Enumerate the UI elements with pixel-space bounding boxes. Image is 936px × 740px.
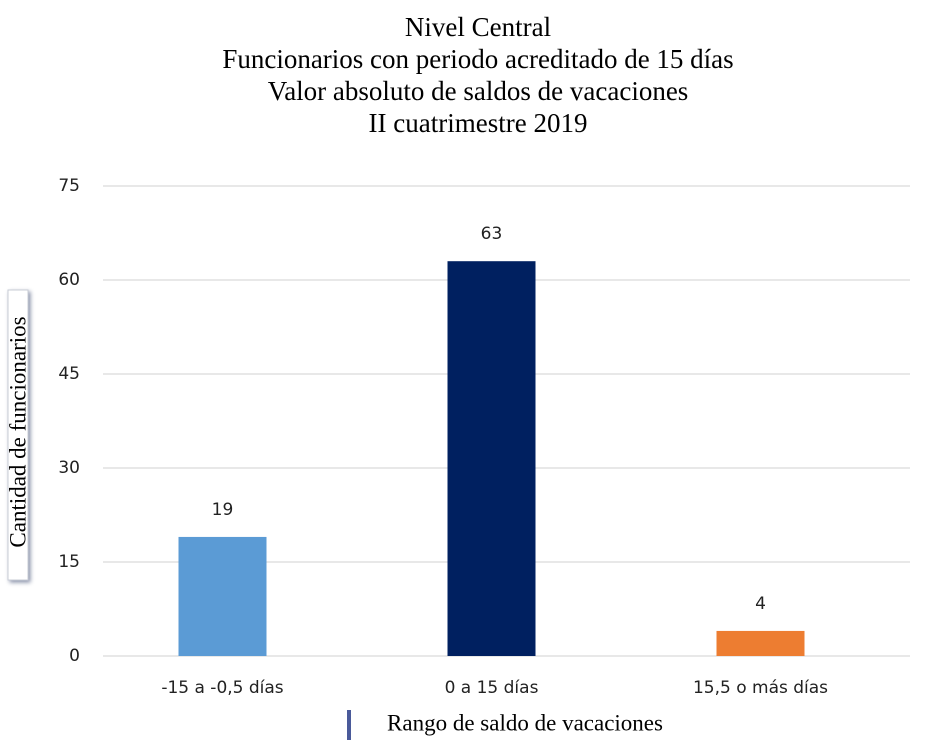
y-tick-label: 60 bbox=[58, 270, 80, 290]
data-label: 19 bbox=[212, 500, 234, 520]
y-tick-label: 15 bbox=[58, 552, 80, 572]
x-axis-label: Rango de saldo de vacaciones bbox=[387, 710, 663, 735]
bar bbox=[716, 630, 805, 656]
data-label: 63 bbox=[481, 224, 503, 244]
y-tick-label: 75 bbox=[58, 176, 80, 196]
chart-title: Nivel Central bbox=[405, 12, 551, 42]
chart-title: Valor absoluto de saldos de vacaciones bbox=[268, 76, 689, 106]
x-label-bar bbox=[347, 710, 351, 740]
x-tick-label: 0 a 15 días bbox=[445, 678, 539, 698]
data-label: 4 bbox=[755, 594, 766, 614]
y-label-box bbox=[7, 289, 29, 581]
chart-title: II cuatrimestre 2019 bbox=[369, 108, 588, 138]
y-tick-label: 30 bbox=[58, 458, 80, 478]
bar bbox=[447, 261, 536, 656]
y-tick-label: 45 bbox=[58, 364, 80, 384]
y-tick-label: 0 bbox=[69, 646, 80, 666]
y-axis-label: Cantidad de funcionarios bbox=[5, 316, 30, 547]
bar bbox=[178, 536, 267, 656]
x-tick-label: -15 a -0,5 días bbox=[161, 678, 283, 698]
x-tick-label: 15,5 o más días bbox=[693, 678, 828, 698]
chart-title: Funcionarios con periodo acreditado de 1… bbox=[222, 44, 733, 74]
